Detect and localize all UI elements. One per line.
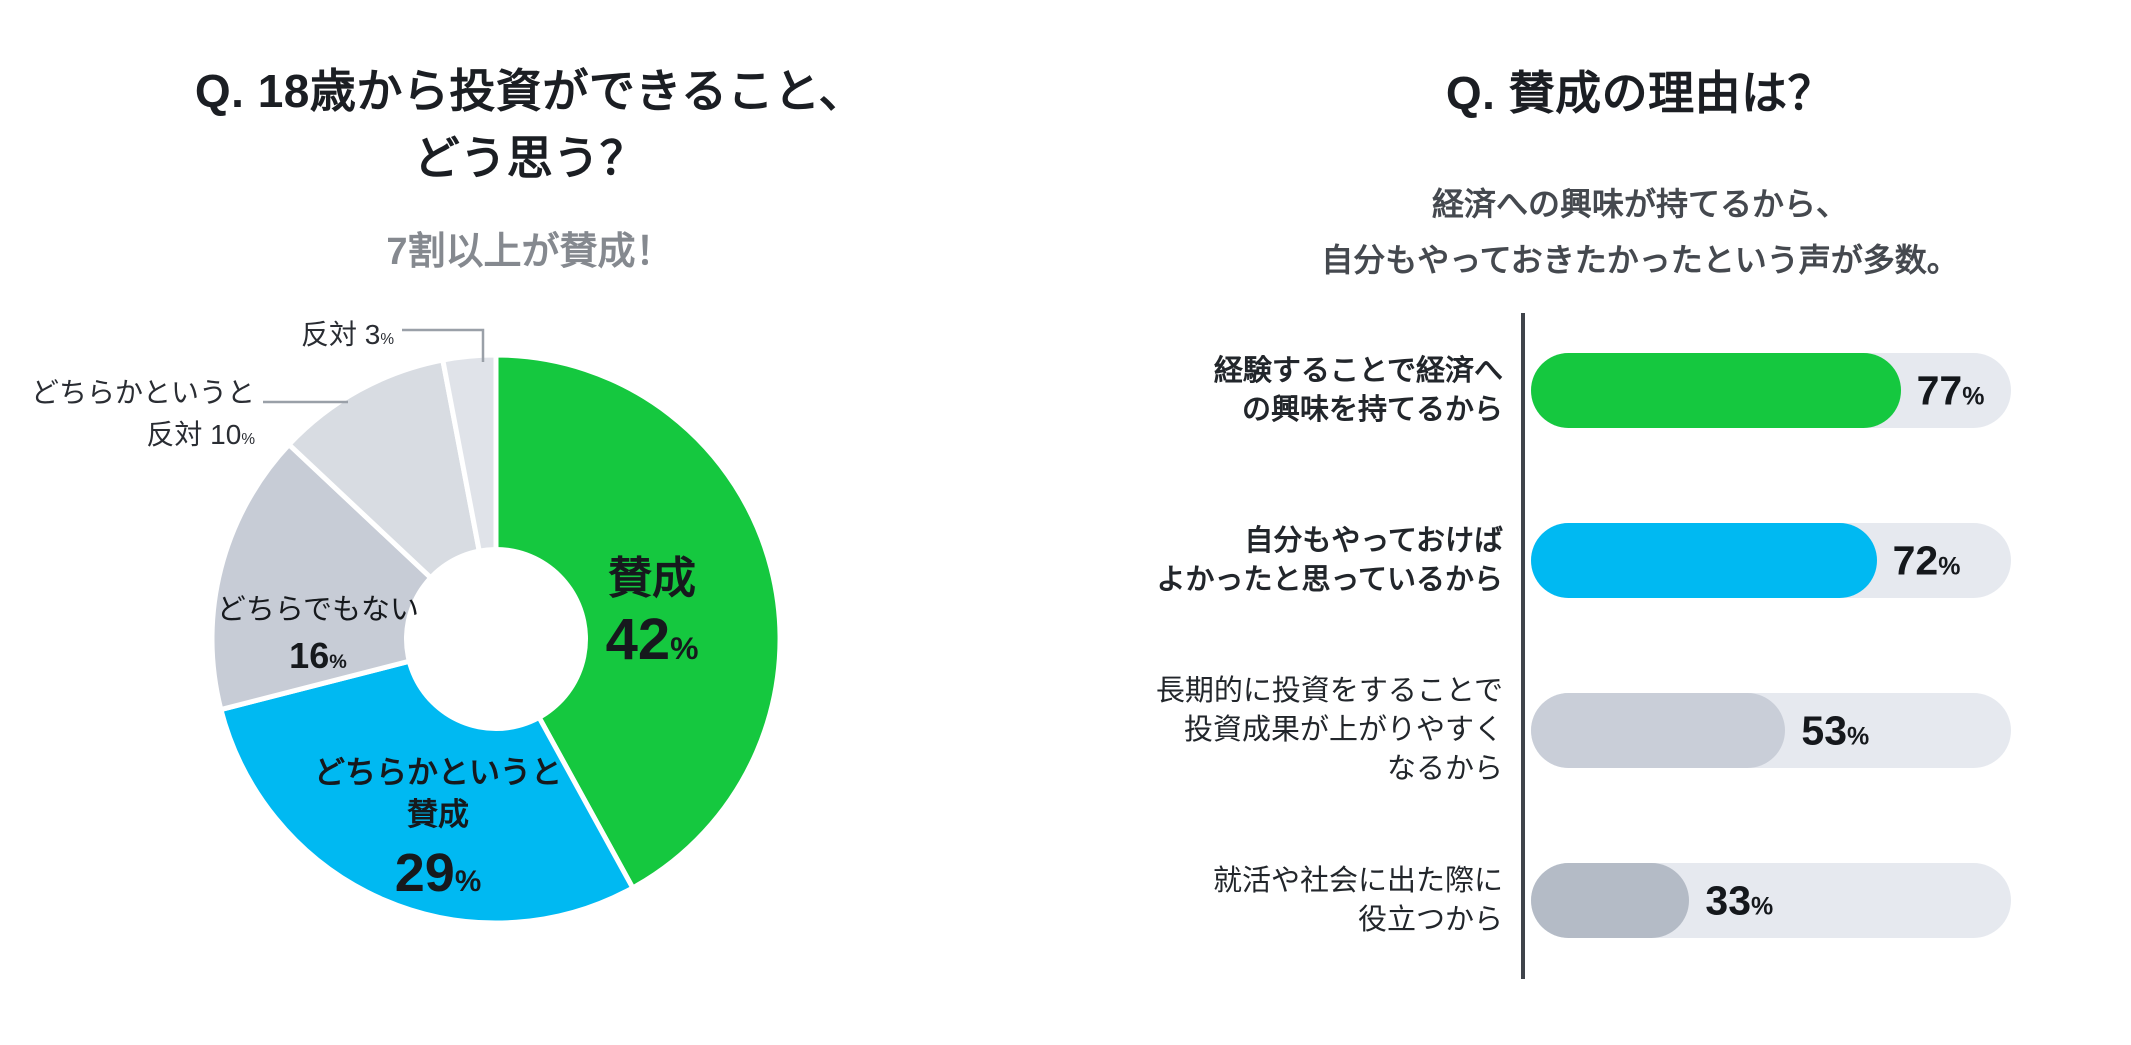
pie-slice-value: 10% bbox=[210, 419, 255, 450]
bar-track: 33% bbox=[1531, 863, 2011, 938]
pie-slice-name: どちらでもない bbox=[216, 594, 420, 626]
bar-track: 53% bbox=[1531, 693, 2011, 768]
pie-label-neither: どちらでもない 16% bbox=[217, 592, 419, 677]
bar-value-label: 33% bbox=[1705, 877, 1774, 923]
bar-value-label: 72% bbox=[1892, 537, 1961, 583]
bar-fill bbox=[1531, 693, 1786, 768]
bar-value-label: 53% bbox=[1801, 707, 1870, 753]
bar-category-label: 就活や社会に出た際に 役立つから bbox=[1212, 864, 1503, 936]
pie-slice-name: 反対 bbox=[300, 319, 357, 350]
bar-row: 経験することで経済へ の興味を持てるから 77% bbox=[1040, 353, 2100, 428]
pie-slice bbox=[440, 352, 499, 642]
bar-fill bbox=[1531, 863, 1690, 938]
bar-subtitle: 経済への興味が持てるから、 自分もやっておきたかったという声が多数。 bbox=[1321, 186, 1959, 278]
bar-row: 自分もやっておけば よかったと思っているから 72% bbox=[1040, 523, 2100, 598]
bar-track: 77% bbox=[1531, 353, 2011, 428]
bar-fill bbox=[1531, 523, 1877, 598]
pie-label-somewhat-disagree: どちらかというと 反対 10% bbox=[31, 372, 255, 456]
bar-row: 就活や社会に出た際に 役立つから 33% bbox=[1040, 863, 2100, 938]
pie-slice-value: 42% bbox=[605, 607, 699, 673]
bar-question-title: Q. 賛成の理由は？ bbox=[1445, 67, 1835, 119]
pie-subtitle: 7割以上が賛成！ bbox=[386, 231, 674, 273]
pie-question-title: Q. 18歳から投資ができること、 どう思う？ bbox=[194, 65, 866, 184]
pie-label-agree: 賛成 42% bbox=[606, 550, 699, 674]
pie-slice-value: 29% bbox=[394, 842, 482, 903]
pie-label-somewhat-agree: どちらかというと 賛成 29% bbox=[314, 752, 562, 904]
pie-slice-name: どちらかというと 賛成 bbox=[314, 755, 562, 832]
bar-category-label: 経験することで経済へ の興味を持てるから bbox=[1213, 354, 1503, 426]
bar-fill bbox=[1531, 353, 1901, 428]
bar-track: 72% bbox=[1531, 523, 2011, 598]
leader-line-disagree bbox=[402, 328, 485, 362]
bar-category-label: 長期的に投資をすることで 投資成果が上がりやすく なるから bbox=[1155, 675, 1503, 785]
bar-value-label: 77% bbox=[1916, 367, 1985, 413]
bar-chart-axis bbox=[1521, 313, 1525, 979]
donut-hole bbox=[404, 547, 588, 731]
pie-label-disagree: 反対 3% bbox=[301, 314, 394, 356]
pie-slice-name: 賛成 bbox=[608, 554, 696, 603]
bar-category-label: 自分もやっておけば よかったと思っているから bbox=[1156, 524, 1503, 596]
pie-slice-name: どちらかというと 反対 bbox=[30, 377, 255, 450]
pie-slice-value: 3% bbox=[364, 319, 394, 350]
bar-row: 長期的に投資をすることで 投資成果が上がりやすく なるから 53% bbox=[1040, 675, 2100, 785]
pie-slice-value: 16% bbox=[289, 634, 347, 676]
